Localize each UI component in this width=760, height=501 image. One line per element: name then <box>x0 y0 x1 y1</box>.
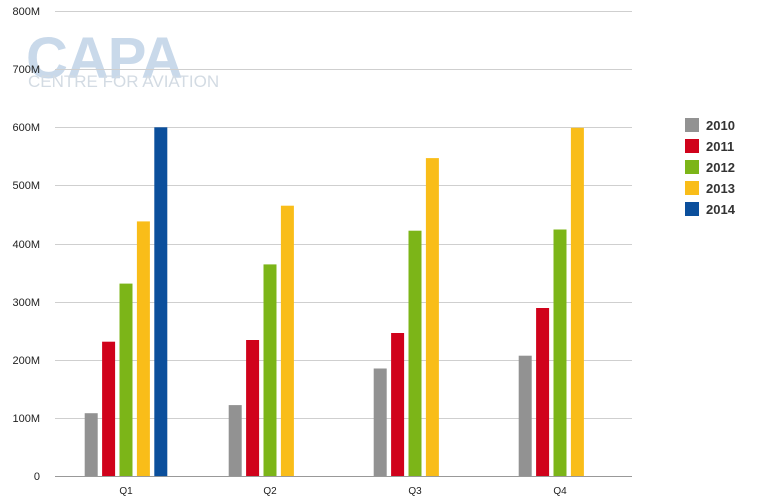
watermark-logo-text: CAPA <box>26 26 182 91</box>
x-tick-label: Q4 <box>553 486 567 496</box>
y-tick-label: 800M <box>12 6 40 18</box>
y-axis-ticks: 0 100M 200M 300M 400M 500M 600M 700M 800M <box>12 6 40 483</box>
bar-2011-q3 <box>391 333 405 476</box>
bar-2010-q2 <box>228 405 242 476</box>
y-tick-label: 400M <box>12 239 40 251</box>
legend-swatch-2012 <box>685 160 699 174</box>
legend-swatch-2013 <box>685 181 699 195</box>
legend-swatch-2010 <box>685 118 699 132</box>
x-tick-label: Q1 <box>119 486 133 496</box>
bar-2013-q4 <box>570 127 584 477</box>
bar-2010-q1 <box>84 413 98 476</box>
bars <box>84 127 584 477</box>
legend-label-2011: 2011 <box>706 139 734 154</box>
bar-2013-q2 <box>280 205 294 476</box>
y-tick-label: 200M <box>12 355 40 367</box>
x-tick-label: Q2 <box>263 486 277 496</box>
bar-2012-q2 <box>263 264 277 476</box>
gridlines <box>55 11 632 477</box>
y-tick-label: 0 <box>34 471 40 483</box>
watermark-tagline: CENTRE FOR AVIATION <box>28 72 219 91</box>
bar-2012-q4 <box>553 229 567 476</box>
bar-2012-q1 <box>119 283 133 476</box>
y-tick-label: 500M <box>12 180 40 192</box>
capa-watermark: CAPA CENTRE FOR AVIATION <box>26 26 219 91</box>
bar-2011-q4 <box>536 308 550 476</box>
bar-2014-q1 <box>154 127 168 477</box>
bar-2013-q3 <box>425 158 439 476</box>
bar-2010-q4 <box>518 355 532 476</box>
legend-swatch-2014 <box>685 202 699 216</box>
y-tick-label: 100M <box>12 413 40 425</box>
x-axis-ticks: Q1 Q2 Q3 Q4 <box>119 486 567 497</box>
y-tick-label: 700M <box>12 64 40 76</box>
bar-2011-q1 <box>102 341 116 476</box>
legend-label-2012: 2012 <box>706 160 735 175</box>
legend-label-2013: 2013 <box>706 181 735 196</box>
bar-2013-q1 <box>136 221 150 476</box>
y-tick-label: 300M <box>12 297 40 309</box>
x-tick-label: Q3 <box>408 486 422 496</box>
y-tick-label: 600M <box>12 122 40 134</box>
bar-2012-q3 <box>408 230 422 476</box>
legend-label-2014: 2014 <box>706 202 736 217</box>
legend-label-2010: 2010 <box>706 118 735 133</box>
legend-swatch-2011 <box>685 139 699 153</box>
legend: 2010 2011 2012 2013 2014 <box>685 118 736 217</box>
bar-2011-q2 <box>246 340 260 476</box>
bar-2010-q3 <box>373 368 387 476</box>
